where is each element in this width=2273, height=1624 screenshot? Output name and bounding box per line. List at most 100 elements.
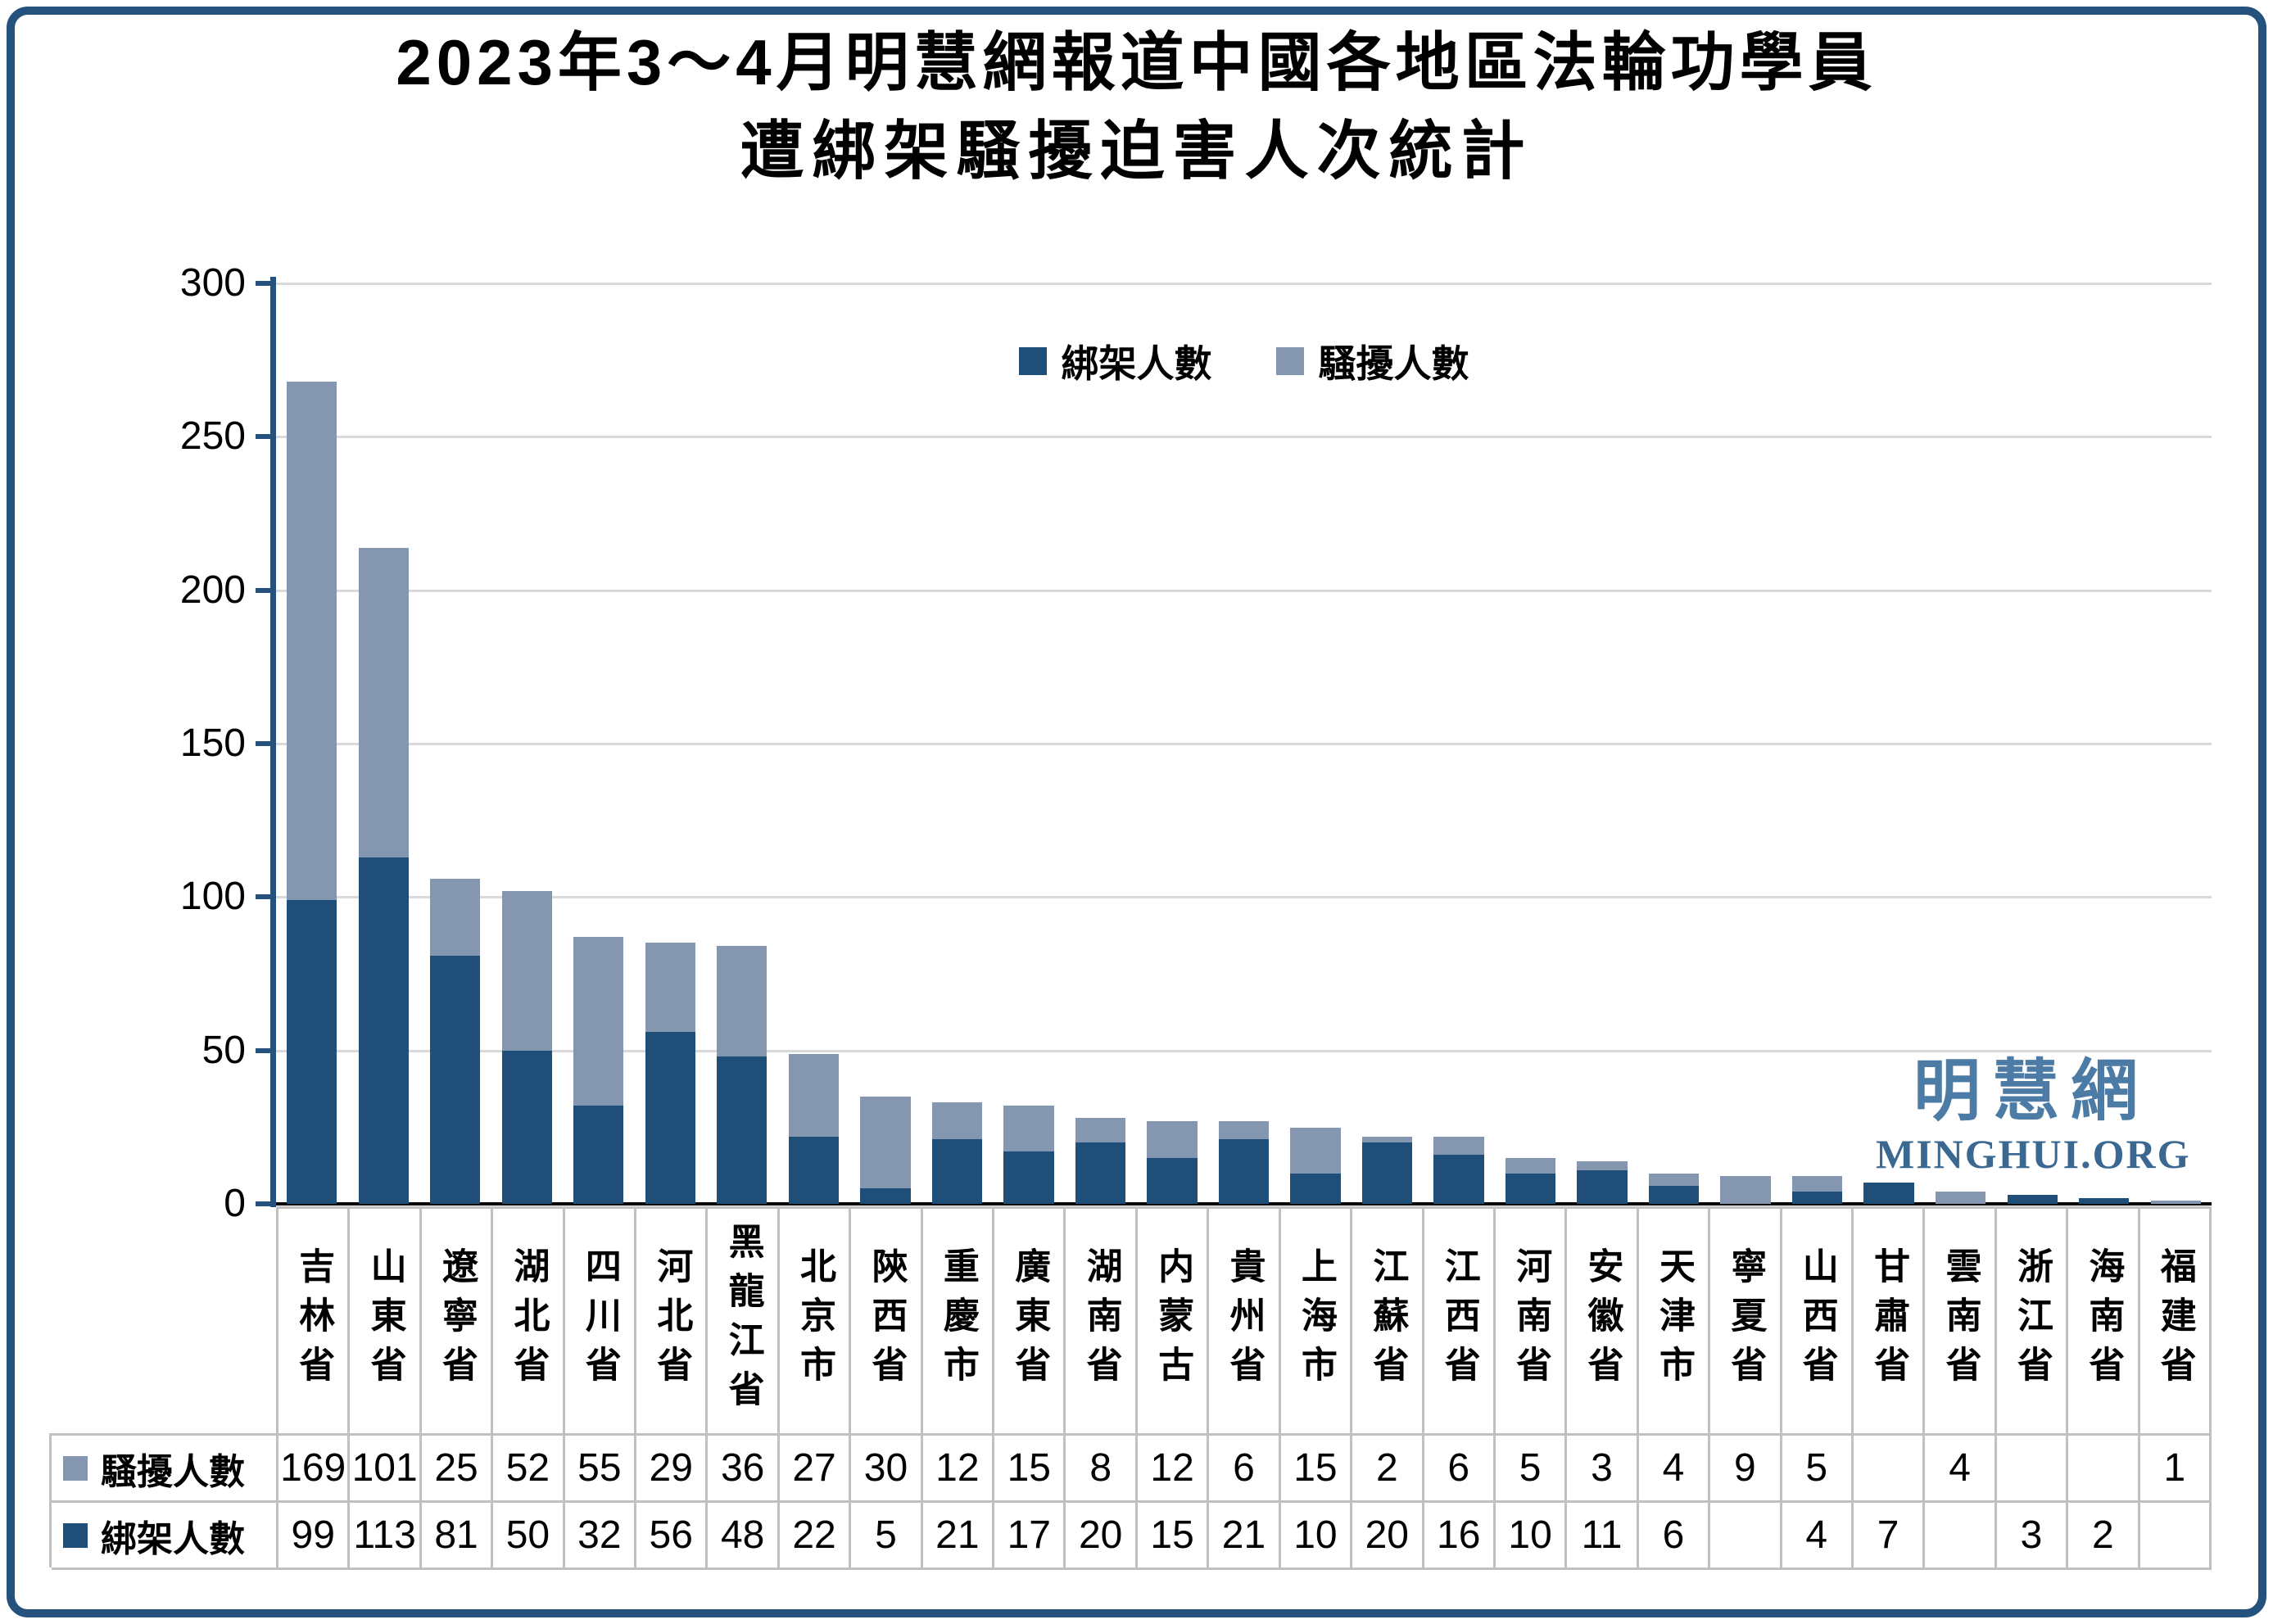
bar-segment-kidnap xyxy=(287,900,337,1204)
bar-segment-harass xyxy=(2150,1201,2201,1204)
table-value-cell: 11 xyxy=(1567,1503,1639,1570)
y-tick-mark-50 xyxy=(256,1048,271,1053)
row-swatch-icon xyxy=(63,1455,88,1481)
category-cell: 内蒙古 xyxy=(1138,1209,1210,1433)
table-value-cell: 101 xyxy=(350,1436,422,1503)
table-value-cell: 36 xyxy=(708,1436,780,1503)
chart-title-line1: 2023年3～4月明慧網報道中國各地區法輪功學員 xyxy=(396,26,1877,98)
bar-column xyxy=(2068,283,2140,1204)
category-label: 山西省 xyxy=(1796,1247,1837,1395)
bar-column xyxy=(491,283,564,1204)
table-value-cell xyxy=(1710,1503,1782,1570)
y-tick-mark-150 xyxy=(256,741,271,746)
table-value-cell xyxy=(1996,1436,2069,1503)
row-label: 騷擾人數 xyxy=(101,1451,245,1492)
bar-column xyxy=(563,283,635,1204)
table-value-cell: 9 xyxy=(1710,1436,1782,1503)
bar-segment-harass xyxy=(1791,1176,1843,1192)
table-value-cell xyxy=(1925,1503,1997,1570)
category-label: 吉林省 xyxy=(293,1247,334,1395)
legend-label-kidnap: 綁架人數 xyxy=(1061,342,1212,385)
table-value-cell: 10 xyxy=(1280,1503,1353,1570)
category-label: 安徽省 xyxy=(1582,1247,1623,1395)
table-value-cell xyxy=(2139,1503,2212,1570)
bar-segment-kidnap xyxy=(788,1137,839,1204)
category-cell: 黑龍江省 xyxy=(708,1209,780,1433)
category-cell: 寧夏省 xyxy=(1710,1209,1782,1433)
table-value-cell: 15 xyxy=(994,1436,1066,1503)
table-value-cell: 50 xyxy=(493,1503,565,1570)
category-cell: 浙江省 xyxy=(1997,1209,2069,1433)
plot-area xyxy=(276,283,2212,1204)
bar-column xyxy=(276,283,348,1204)
table-value-cell xyxy=(2068,1436,2140,1503)
category-label: 北京市 xyxy=(795,1247,835,1395)
table-row-header: 綁架人數 xyxy=(52,1503,278,1570)
table-value-cell xyxy=(1853,1436,1926,1503)
table-value-cell: 8 xyxy=(1066,1436,1138,1503)
bar-segment-harass xyxy=(358,548,409,857)
table-value-cell: 6 xyxy=(1638,1503,1711,1570)
bar-column xyxy=(778,283,850,1204)
table-value-cell: 25 xyxy=(421,1436,494,1503)
bar-segment-kidnap xyxy=(1433,1155,1484,1204)
category-cell: 河南省 xyxy=(1496,1209,1568,1433)
minghui-watermark: 明慧網 MINGHUI.ORG xyxy=(1876,1058,2189,1178)
table-value-cell: 21 xyxy=(1209,1503,1281,1570)
y-tick-label-150: 150 xyxy=(179,722,246,765)
bar-segment-kidnap xyxy=(1361,1142,1413,1204)
bar-column xyxy=(1782,283,1854,1204)
bar-segment-harass xyxy=(573,937,624,1106)
bar-segment-harass xyxy=(1147,1121,1198,1158)
table-value-cell: 20 xyxy=(1352,1503,1424,1570)
bar-segment-kidnap xyxy=(2079,1198,2130,1204)
category-label: 陝西省 xyxy=(866,1247,907,1395)
y-tick-label-200: 200 xyxy=(179,568,246,612)
category-cell: 天津市 xyxy=(1639,1209,1711,1433)
category-cell: 甘肅省 xyxy=(1854,1209,1926,1433)
bar-column xyxy=(1423,283,1495,1204)
bar-segment-kidnap xyxy=(430,956,481,1204)
category-cell: 湖南省 xyxy=(1066,1209,1138,1433)
category-label: 上海市 xyxy=(1295,1247,1336,1395)
chart-title: 2023年3～4月明慧網報道中國各地區法輪功學員 遭綁架騷擾迫害人次統計 xyxy=(0,25,2273,189)
bar-column xyxy=(993,283,1065,1204)
table-value-cell: 17 xyxy=(994,1503,1066,1570)
category-cell: 陝西省 xyxy=(851,1209,923,1433)
bar-segment-kidnap xyxy=(1003,1151,1054,1204)
category-label: 重慶市 xyxy=(937,1247,978,1395)
y-tick-label-100: 100 xyxy=(179,875,246,918)
bar-column xyxy=(1638,283,1710,1204)
table-value-cell: 29 xyxy=(636,1436,709,1503)
y-tick-mark-250 xyxy=(256,434,271,439)
category-cell: 山西省 xyxy=(1782,1209,1854,1433)
legend-entry-harass: 騷擾人數 xyxy=(1275,334,1469,388)
gridline-300 xyxy=(276,283,2212,285)
category-label: 黑龍江省 xyxy=(722,1223,763,1419)
table-value-cell: 12 xyxy=(1137,1436,1210,1503)
table-value-cell: 52 xyxy=(493,1436,565,1503)
bar-segment-harass xyxy=(1075,1118,1126,1142)
bar-segment-harass xyxy=(1648,1174,1700,1186)
bar-column xyxy=(1495,283,1567,1204)
y-tick-mark-300 xyxy=(256,281,271,286)
bar-segment-harass xyxy=(1935,1192,1986,1204)
table-value-cell: 48 xyxy=(708,1503,780,1570)
gridline-100 xyxy=(276,896,2212,898)
row-swatch-icon xyxy=(63,1522,88,1548)
bar-segment-kidnap xyxy=(1147,1158,1198,1204)
legend-label-harass: 騷擾人數 xyxy=(1318,342,1469,385)
table-value-cell: 21 xyxy=(922,1503,995,1570)
bar-segment-harass xyxy=(430,879,481,956)
category-cell: 山東省 xyxy=(350,1209,422,1433)
bar-column xyxy=(1566,283,1638,1204)
category-cell: 貴州省 xyxy=(1209,1209,1281,1433)
bar-segment-kidnap xyxy=(1863,1183,1914,1204)
legend-inner: 綁架人數 騷擾人數 xyxy=(1018,334,1469,388)
table-value-cell: 27 xyxy=(779,1436,852,1503)
bar-segment-kidnap xyxy=(860,1188,911,1204)
y-tick-mark-0 xyxy=(256,1201,271,1206)
category-label: 海南省 xyxy=(2083,1247,2124,1395)
bar-segment-kidnap xyxy=(931,1139,983,1204)
